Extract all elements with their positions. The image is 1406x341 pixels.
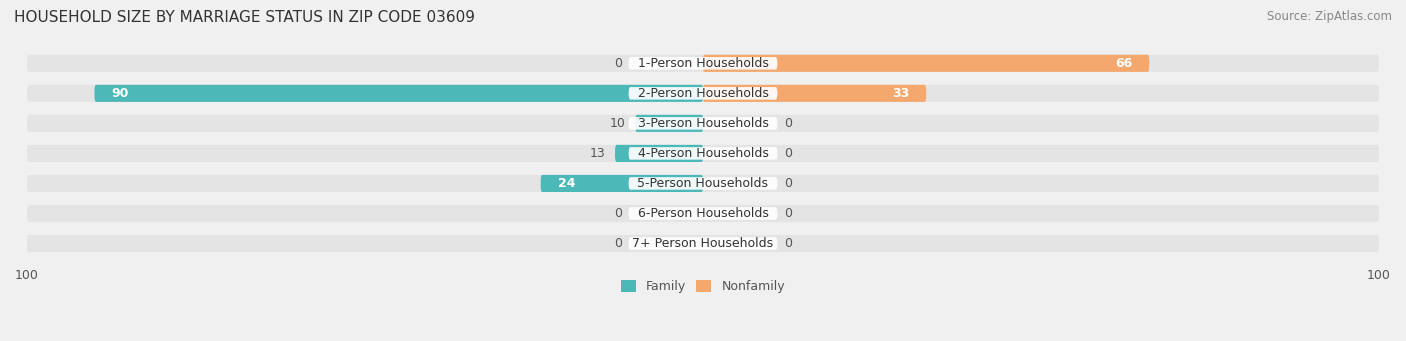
Text: 0: 0	[785, 207, 792, 220]
Text: 7+ Person Households: 7+ Person Households	[633, 237, 773, 250]
FancyBboxPatch shape	[614, 145, 703, 162]
Text: 66: 66	[1115, 57, 1132, 70]
FancyBboxPatch shape	[703, 55, 1149, 72]
FancyBboxPatch shape	[628, 177, 778, 190]
Text: HOUSEHOLD SIZE BY MARRIAGE STATUS IN ZIP CODE 03609: HOUSEHOLD SIZE BY MARRIAGE STATUS IN ZIP…	[14, 10, 475, 25]
Text: 13: 13	[589, 147, 605, 160]
FancyBboxPatch shape	[703, 85, 927, 102]
FancyBboxPatch shape	[628, 147, 778, 160]
Text: 0: 0	[614, 237, 621, 250]
Text: 10: 10	[609, 117, 626, 130]
FancyBboxPatch shape	[27, 55, 1379, 72]
FancyBboxPatch shape	[628, 237, 778, 250]
FancyBboxPatch shape	[27, 85, 1379, 102]
FancyBboxPatch shape	[636, 115, 703, 132]
FancyBboxPatch shape	[27, 175, 1379, 192]
Text: 3-Person Households: 3-Person Households	[637, 117, 769, 130]
FancyBboxPatch shape	[27, 235, 1379, 252]
Text: 4-Person Households: 4-Person Households	[637, 147, 769, 160]
Text: 0: 0	[785, 147, 792, 160]
Text: 2-Person Households: 2-Person Households	[637, 87, 769, 100]
FancyBboxPatch shape	[628, 87, 778, 100]
Text: 1-Person Households: 1-Person Households	[637, 57, 769, 70]
Text: 24: 24	[558, 177, 575, 190]
FancyBboxPatch shape	[628, 207, 778, 220]
FancyBboxPatch shape	[94, 85, 703, 102]
Text: 0: 0	[785, 177, 792, 190]
FancyBboxPatch shape	[628, 57, 778, 70]
Legend: Family, Nonfamily: Family, Nonfamily	[616, 275, 790, 298]
FancyBboxPatch shape	[628, 117, 778, 130]
Text: 0: 0	[785, 237, 792, 250]
FancyBboxPatch shape	[541, 175, 703, 192]
Text: 33: 33	[891, 87, 910, 100]
Text: 90: 90	[111, 87, 129, 100]
Text: 0: 0	[614, 57, 621, 70]
FancyBboxPatch shape	[27, 205, 1379, 222]
Text: 5-Person Households: 5-Person Households	[637, 177, 769, 190]
Text: 0: 0	[785, 117, 792, 130]
FancyBboxPatch shape	[27, 115, 1379, 132]
Text: Source: ZipAtlas.com: Source: ZipAtlas.com	[1267, 10, 1392, 23]
FancyBboxPatch shape	[27, 145, 1379, 162]
Text: 6-Person Households: 6-Person Households	[637, 207, 769, 220]
Text: 0: 0	[614, 207, 621, 220]
